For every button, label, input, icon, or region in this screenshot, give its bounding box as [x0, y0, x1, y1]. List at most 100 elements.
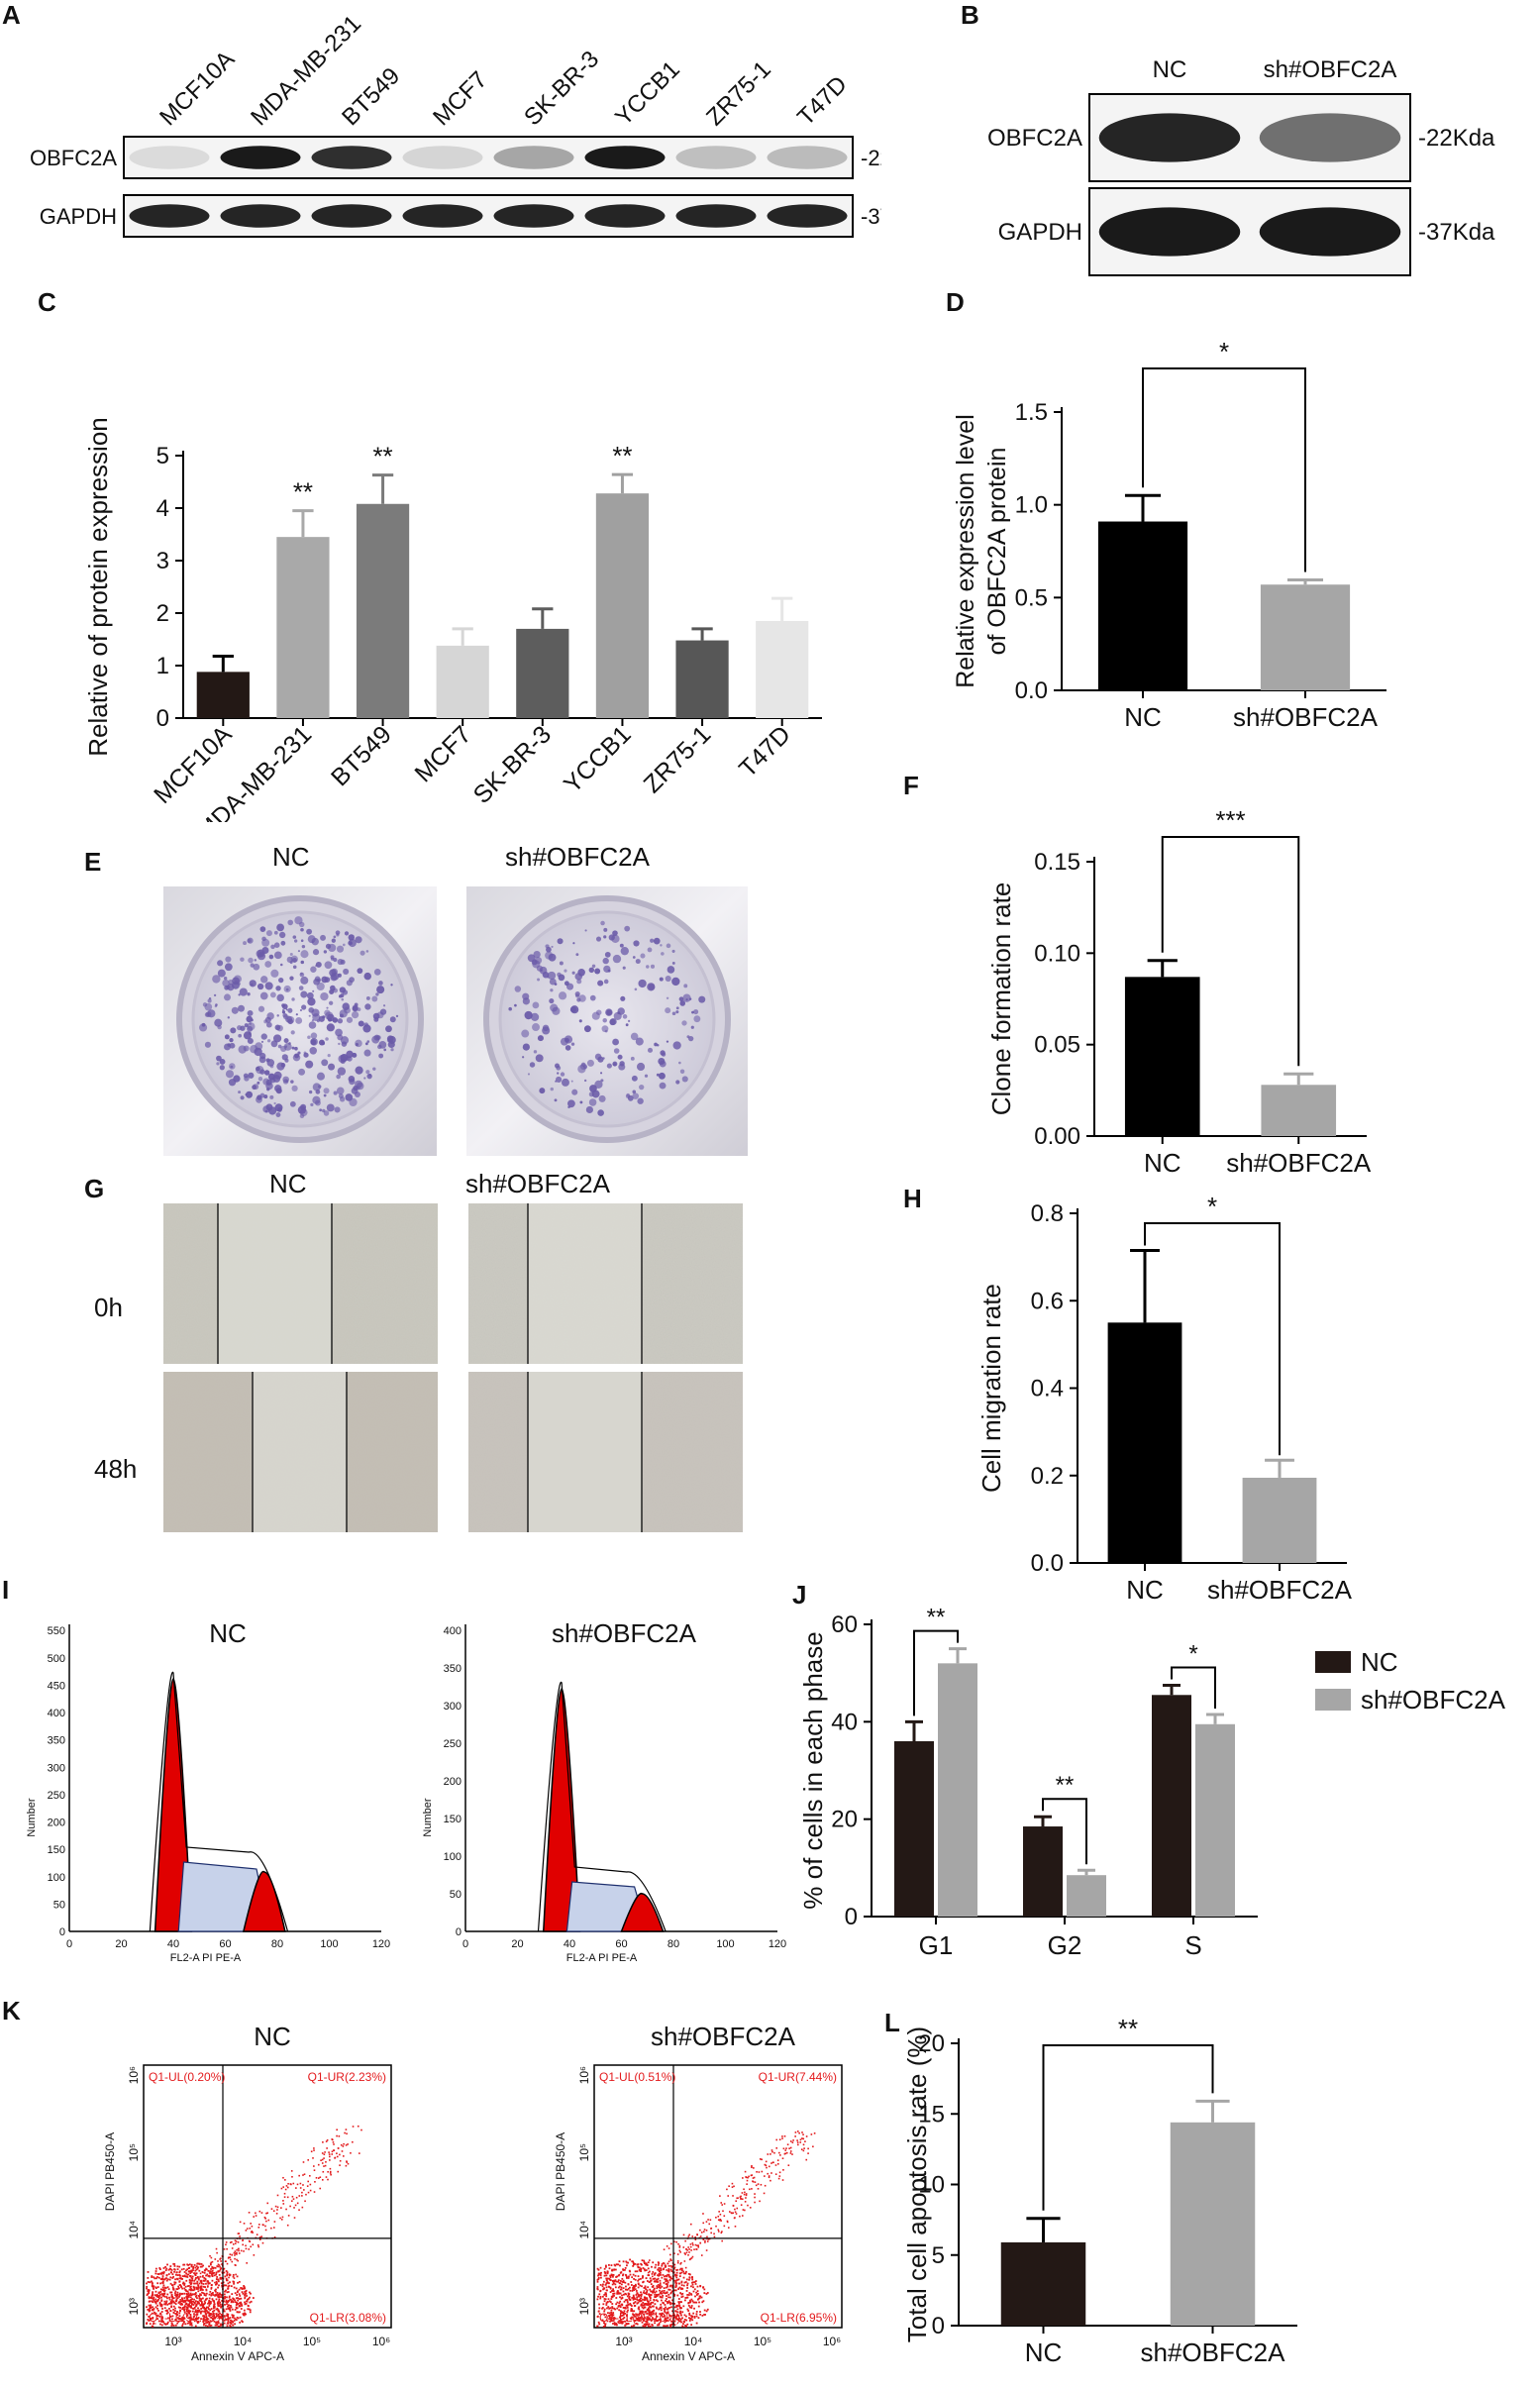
colony-dot: [356, 1086, 360, 1091]
lane-label: sh#OBFC2A: [1264, 56, 1397, 83]
colony-dot: [320, 934, 326, 941]
significance-mark: **: [1118, 2014, 1138, 2043]
colony-dot: [671, 961, 675, 965]
y-tick-label: 500: [48, 1653, 65, 1665]
colony-dot: [246, 1015, 253, 1023]
significance-mark: *: [1207, 1192, 1217, 1221]
lane-label: MCF10A: [154, 46, 240, 131]
bar: [1067, 1875, 1106, 1917]
colony-dot: [533, 950, 541, 959]
colony-dot: [600, 1079, 604, 1083]
colony-dot: [348, 938, 357, 948]
colony-dot: [336, 945, 345, 953]
quadrant-ur-label: Q1-UR(7.44%): [759, 2070, 837, 2084]
colony-dot: [343, 968, 350, 975]
colony-dot: [661, 1052, 667, 1057]
histogram-title: NC: [209, 1618, 247, 1648]
bar: [356, 503, 410, 718]
blot-band: [767, 146, 848, 169]
colony-dot: [254, 1047, 262, 1057]
blot-band: [1098, 207, 1241, 257]
colony-dot: [561, 1078, 569, 1087]
colony-dot: [256, 1065, 264, 1075]
colony-dot: [245, 1093, 248, 1096]
colony-dot: [207, 998, 212, 1003]
y-tick-label: 1.5: [1015, 399, 1048, 426]
colony-dot: [295, 1013, 298, 1016]
y-tick-label: 0: [456, 1926, 462, 1938]
colony-dot: [310, 1102, 314, 1106]
colony-dot: [527, 954, 536, 963]
x-tick-label: 60: [219, 1938, 231, 1950]
panel-label-d: D: [946, 287, 965, 317]
colony-dot: [323, 1110, 330, 1116]
colony-dot: [337, 973, 342, 978]
legend-swatch: [1315, 1689, 1351, 1711]
y-axis-label: Clone formation rate: [986, 883, 1016, 1116]
colony-dot: [325, 1011, 334, 1020]
colony-dot: [314, 976, 321, 983]
significance-bracket: [1144, 1222, 1281, 1456]
panel-label-g: G: [84, 1174, 105, 1203]
colony-dot: [547, 971, 557, 981]
quadrant-lr-label: Q1-LR(6.95%): [761, 2311, 837, 2325]
y-tick-label: 550: [48, 1625, 65, 1637]
colony-dot: [363, 972, 371, 981]
colony-dot: [612, 930, 618, 936]
histogram-envelope: [149, 1671, 289, 1932]
colony-dot: [376, 986, 385, 994]
significance-bracket: [1142, 367, 1306, 572]
blot-band: [767, 204, 848, 228]
lane-label: BT549: [337, 62, 405, 131]
colony-dot: [306, 928, 313, 935]
legend-swatch: [1315, 1651, 1351, 1673]
significance-bracket: [1171, 1666, 1216, 1709]
colony-dot: [294, 939, 298, 943]
quadrant-ul-label: Q1-UL(0.51%): [599, 2070, 675, 2084]
colony-dot: [305, 1060, 314, 1069]
y-axis-label: Relative expression level: [952, 414, 979, 688]
colony-dot: [248, 957, 254, 964]
colony-dot: [323, 1093, 327, 1097]
group-label-nc-g: NC: [269, 1169, 307, 1198]
colony-dot: [309, 1047, 318, 1055]
significance-bracket: [1042, 1798, 1087, 1865]
colony-dot: [630, 1056, 635, 1061]
colony-dot: [331, 938, 336, 943]
colony-dot: [366, 1040, 370, 1043]
bar: [1107, 1322, 1182, 1563]
colony-dot: [311, 1008, 320, 1017]
bar: [196, 672, 250, 718]
colony-dot: [338, 994, 343, 998]
chart-l: 0 5 10 15 20 NC sh#OBFC2A ** Total cell apoptosi…: [902, 2014, 1297, 2367]
colony-dot: [589, 994, 596, 1001]
scatter-title: sh#OBFC2A: [651, 2022, 796, 2051]
colony-dot: [263, 1070, 270, 1076]
colony-dot: [603, 979, 609, 985]
colony-dot: [254, 959, 257, 962]
colony-dot: [300, 927, 304, 932]
colony-dot: [301, 1004, 307, 1010]
quadrant-ul-label: Q1-UL(0.20%): [149, 2070, 225, 2084]
colony-dot: [291, 997, 295, 1001]
colony-dot: [557, 1072, 560, 1075]
colony-dot: [259, 1052, 266, 1060]
colony-dot: [349, 977, 355, 983]
colony-dot: [287, 919, 294, 926]
bar: [938, 1663, 977, 1917]
legend-label: sh#OBFC2A: [1361, 1685, 1506, 1715]
colony-dot: [272, 1034, 282, 1043]
colony-dot: [269, 1094, 274, 1099]
colony-dot: [548, 953, 557, 962]
group-label-sh-e: sh#OBFC2A: [505, 842, 650, 872]
x-tick-label: 100: [716, 1938, 734, 1950]
wound-gap: [528, 1372, 642, 1532]
colony-dot: [522, 992, 530, 1000]
colony-dot: [307, 1035, 311, 1040]
colony-dot: [377, 1044, 382, 1050]
colony-dot: [247, 937, 254, 944]
colony-dot: [290, 1080, 294, 1084]
colony-dot: [522, 1056, 525, 1059]
panel-label-j: J: [792, 1580, 807, 1610]
colony-dot: [324, 977, 331, 983]
